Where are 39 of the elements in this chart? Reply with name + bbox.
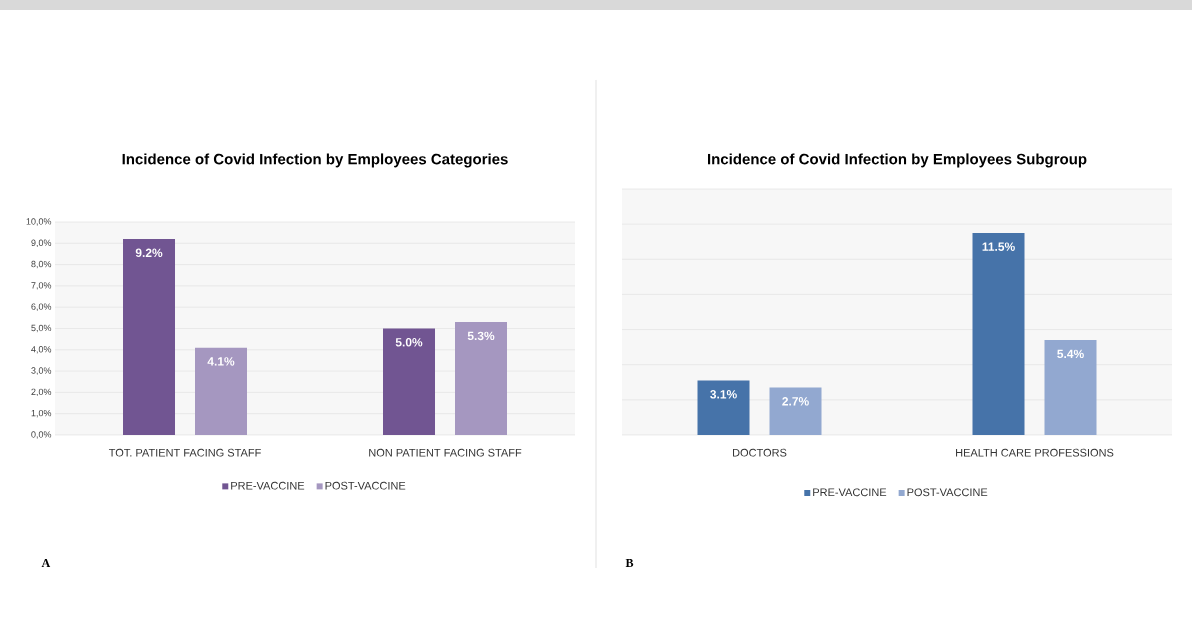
data-label: 9.2% [135,248,163,258]
text: B [625,559,634,567]
chart-title: Incidence of Covid Infection by Employees Categories [122,153,508,168]
y-tick-label: 10,0% [26,218,52,226]
data-label: 2.7% [782,397,809,406]
x-tick-label: DOCTORS [733,448,787,457]
y-tick-label: 7,0% [31,282,52,290]
x-tick-label: TOT. PATIENT FACING STAFF [108,448,261,457]
bar [1044,340,1097,435]
chart-title: Incidence of Covid Infection by Employees Subgroup [707,153,1087,168]
bar [455,322,507,435]
text: A [41,559,51,567]
data-label: 5.0% [395,338,423,347]
y-tick-label: 9,0% [31,239,52,247]
y-tick-label: 0,0% [31,431,52,439]
x-tick-label: HEALTH CARE PROFESSIONS [956,448,1114,457]
legend-label: PRE-VACCINE [813,488,887,497]
y-tick-label: 1,0% [31,409,52,418]
bar [383,328,436,435]
bar [972,232,1025,435]
data-label: 5.4% [1057,349,1084,359]
y-tick-label: 2,0% [31,388,52,397]
y-tick-label: 8,0% [31,260,52,269]
data-label: 11.5% [982,242,1015,251]
data-label: 5.3% [467,331,495,341]
x-tick-label: NON PATIENT FACING STAFF [369,448,522,457]
legend-label: POST-VACCINE [907,488,988,497]
y-tick-label: 4,0% [31,346,52,354]
y-tick-label: 6,0% [31,303,52,311]
data-label: 3.1% [710,390,737,399]
y-tick-label: 3,0% [31,367,52,375]
data-label: 4.1% [207,357,235,366]
bar [769,387,822,435]
y-tick-label: 5,0% [31,324,52,333]
bar [123,239,176,435]
legend-label: POST-VACCINE [325,481,406,490]
bar [697,380,750,435]
legend-label: PRE-VACCINE [231,481,305,490]
bar [195,347,248,435]
